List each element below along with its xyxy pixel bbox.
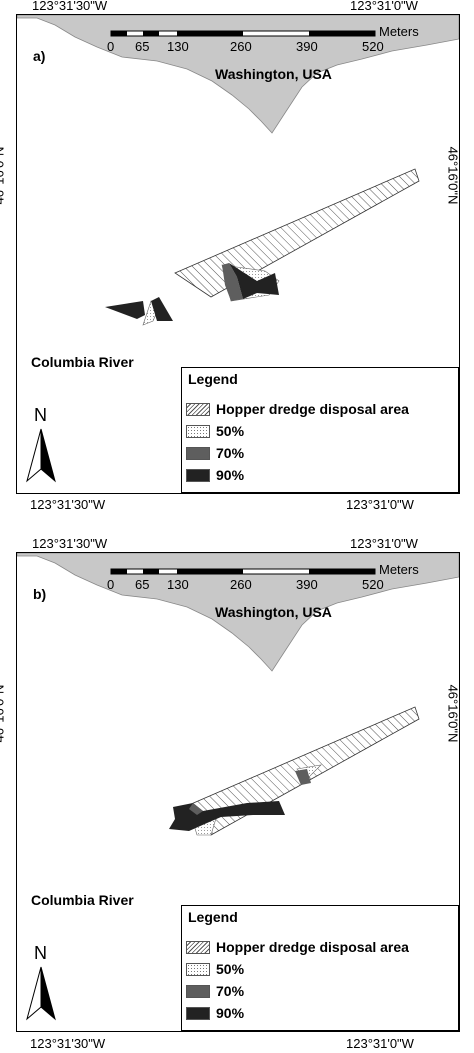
- land-washington-a: [17, 15, 459, 134]
- north-arrow-a: N: [26, 405, 56, 483]
- contour-70-b: [295, 769, 311, 785]
- legend-item-hopper-b: Hopper dredge disposal area: [186, 938, 409, 956]
- north-arrow-b: N: [26, 943, 56, 1021]
- legend-item-50-a: 50%: [186, 422, 244, 440]
- lat-label-right-a: 46°16'0"N: [445, 146, 461, 205]
- north-arrow-letter-a: N: [34, 405, 47, 425]
- legend-item-90-a: 90%: [186, 466, 244, 484]
- scale-tick-520-a: 520: [362, 39, 384, 54]
- legend-label-90-b: 90%: [216, 1005, 245, 1021]
- stipple-swatch-icon: [186, 962, 210, 976]
- black-swatch-icon: [186, 1006, 210, 1020]
- legend-a: Legend Hopper dredge disposal area 50% 7…: [181, 367, 459, 493]
- contour-90-a: [229, 263, 279, 299]
- legend-label-50-a: 50%: [216, 423, 245, 439]
- map-panel-b: Meters 0 65 130 260 390 520 b) Washingto…: [16, 552, 460, 1032]
- hatch-swatch-icon: [186, 402, 210, 416]
- legend-item-hopper-a: Hopper dredge disposal area: [186, 400, 409, 418]
- state-label-b: Washington, USA: [215, 604, 332, 620]
- legend-item-70-a: 70%: [186, 444, 244, 462]
- map-canvas-b: Meters 0 65 130 260 390 520 b) Washingto…: [17, 553, 459, 1021]
- disposal-area-a: [174, 168, 420, 298]
- contour-90b-a: [105, 301, 145, 319]
- legend-title-a: Legend: [188, 371, 238, 387]
- legend-item-90-b: 90%: [186, 1004, 244, 1022]
- scale-tick-0-a: 0: [107, 39, 114, 54]
- legend-item-70-b: 70%: [186, 982, 244, 1000]
- lon-label-bottom-right-b: 123°31'0"W: [346, 1036, 414, 1051]
- lat-label-right-b: 46°16'0"N: [445, 684, 461, 743]
- scale-unit-b: Meters: [379, 562, 419, 577]
- legend-label-hopper-b: Hopper dredge disposal area: [216, 939, 409, 955]
- hatch-swatch-icon: [186, 940, 210, 954]
- scale-tick-390-b: 390: [296, 577, 318, 592]
- lon-label-top-right-b: 123°31'0"W: [350, 536, 418, 551]
- map-panel-a: Meters 0 65 130 260 390 520 a) Washingto…: [16, 14, 460, 494]
- legend-label-90-a: 90%: [216, 467, 245, 483]
- legend-title-b: Legend: [188, 909, 238, 925]
- scale-bar-b: Meters 0 65 130 260 390 520: [107, 562, 419, 592]
- lon-label-bottom-left-b: 123°31'30"W: [30, 1036, 106, 1051]
- contour-70-a: [222, 263, 243, 301]
- north-arrow-letter-b: N: [34, 943, 47, 963]
- lat-label-left-a: 46°16'0"N: [0, 146, 7, 205]
- scale-tick-520-b: 520: [362, 577, 384, 592]
- contour-70b-b: [189, 803, 203, 815]
- legend-item-50-b: 50%: [186, 960, 244, 978]
- scale-tick-260-b: 260: [230, 577, 252, 592]
- scale-tick-260-a: 260: [230, 39, 252, 54]
- panel-letter-b: b): [33, 586, 46, 602]
- scale-tick-65-b: 65: [135, 577, 149, 592]
- scale-tick-65-a: 65: [135, 39, 149, 54]
- lon-label-top-right-a: 123°31'0"W: [350, 0, 418, 13]
- map-canvas-a: Meters 0 65 130 260 390 520 a) Washingto…: [17, 15, 459, 483]
- land-washington-b: [17, 553, 459, 672]
- legend-b: Legend Hopper dredge disposal area 50% 7…: [181, 905, 459, 1031]
- legend-label-70-b: 70%: [216, 983, 245, 999]
- panel-letter-a: a): [33, 48, 45, 64]
- legend-label-50-b: 50%: [216, 961, 245, 977]
- legend-label-hopper-a: Hopper dredge disposal area: [216, 401, 409, 417]
- stipple-swatch-icon: [186, 424, 210, 438]
- contour-90c-a: [151, 297, 173, 321]
- lon-label-top-left-a: 123°31'30"W: [32, 0, 108, 13]
- gray-swatch-icon: [186, 446, 210, 460]
- gray-swatch-icon: [186, 984, 210, 998]
- scale-tick-130-b: 130: [167, 577, 189, 592]
- lon-label-bottom-right-a: 123°31'0"W: [346, 497, 414, 512]
- scale-unit-a: Meters: [379, 24, 419, 39]
- black-swatch-icon: [186, 468, 210, 482]
- scale-tick-0-b: 0: [107, 577, 114, 592]
- state-label-a: Washington, USA: [215, 66, 332, 82]
- lon-label-bottom-left-a: 123°31'30"W: [30, 497, 106, 512]
- scale-tick-390-a: 390: [296, 39, 318, 54]
- scale-tick-130-a: 130: [167, 39, 189, 54]
- river-label-a: Columbia River: [31, 354, 134, 370]
- lon-label-top-left-b: 123°31'30"W: [32, 536, 108, 551]
- scale-bar-a: Meters 0 65 130 260 390 520: [107, 24, 419, 54]
- river-label-b: Columbia River: [31, 892, 134, 908]
- legend-label-70-a: 70%: [216, 445, 245, 461]
- lat-label-left-b: 46°16'0"N: [0, 684, 7, 743]
